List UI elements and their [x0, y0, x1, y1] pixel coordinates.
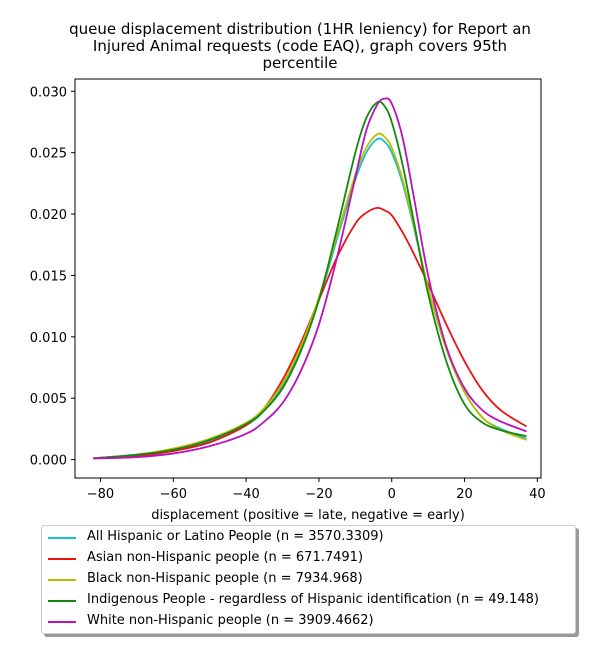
x-tick-label: −60: [160, 487, 187, 502]
legend-swatch: [48, 621, 76, 623]
series-line-2: [93, 132, 527, 460]
y-tick-label: 0.010: [30, 331, 67, 346]
legend-swatch: [48, 579, 76, 581]
legend-swatch: [48, 537, 76, 539]
x-tick-label: −80: [87, 487, 114, 502]
chart-title-line-3: percentile: [262, 54, 338, 72]
chart-title-line-2: Injured Animal requests (code EAQ), grap…: [92, 37, 508, 55]
legend-label: Black non-Hispanic people (n = 7934.968): [87, 571, 363, 586]
chart-title-line-1: queue displacement distribution (1HR len…: [69, 20, 531, 38]
series-line-1: [93, 206, 527, 460]
legend-item: All Hispanic or Latino People (n = 3570.…: [42, 527, 575, 548]
legend-item: Indigenous People - regardless of Hispan…: [42, 590, 575, 611]
axes-frame: [74, 78, 542, 479]
x-tick-label: 40: [529, 487, 546, 502]
legend-swatch: [48, 558, 76, 560]
x-tick-label: 0: [388, 487, 396, 502]
legend-label: White non-Hispanic people (n = 3909.4662…: [87, 613, 374, 628]
y-tick-label: 0.020: [30, 208, 67, 223]
y-tick-label: 0.025: [30, 147, 67, 162]
series-line-3: [93, 100, 527, 460]
series-lines: [93, 97, 527, 460]
legend-item: White non-Hispanic people (n = 3909.4662…: [42, 611, 575, 632]
y-tick-label: 0.005: [30, 392, 67, 407]
series-line-4: [93, 97, 527, 460]
y-tick-label: 0.030: [30, 85, 67, 100]
x-axis-ticks: −80 −60 −40 −20 0 20 40: [87, 478, 546, 502]
legend-swatch: [48, 600, 76, 602]
y-axis-ticks: 0.000 0.005 0.010 0.015 0.020 0.025 0.030: [30, 85, 75, 469]
legend: All Hispanic or Latino People (n = 3570.…: [41, 525, 576, 634]
legend-item: Black non-Hispanic people (n = 7934.968): [42, 569, 575, 590]
x-tick-label: −20: [305, 487, 332, 502]
y-tick-label: 0.000: [30, 454, 67, 469]
legend-label: All Hispanic or Latino People (n = 3570.…: [87, 529, 384, 544]
legend-item: Asian non-Hispanic people (n = 671.7491): [42, 548, 575, 569]
x-axis-label: displacement (positive = late, negative …: [151, 508, 465, 523]
y-tick-label: 0.015: [30, 269, 67, 284]
x-tick-label: −40: [232, 487, 259, 502]
x-tick-label: 20: [456, 487, 473, 502]
legend-label: Indigenous People - regardless of Hispan…: [87, 592, 539, 607]
series-line-0: [93, 137, 527, 460]
legend-label: Asian non-Hispanic people (n = 671.7491): [87, 550, 364, 565]
